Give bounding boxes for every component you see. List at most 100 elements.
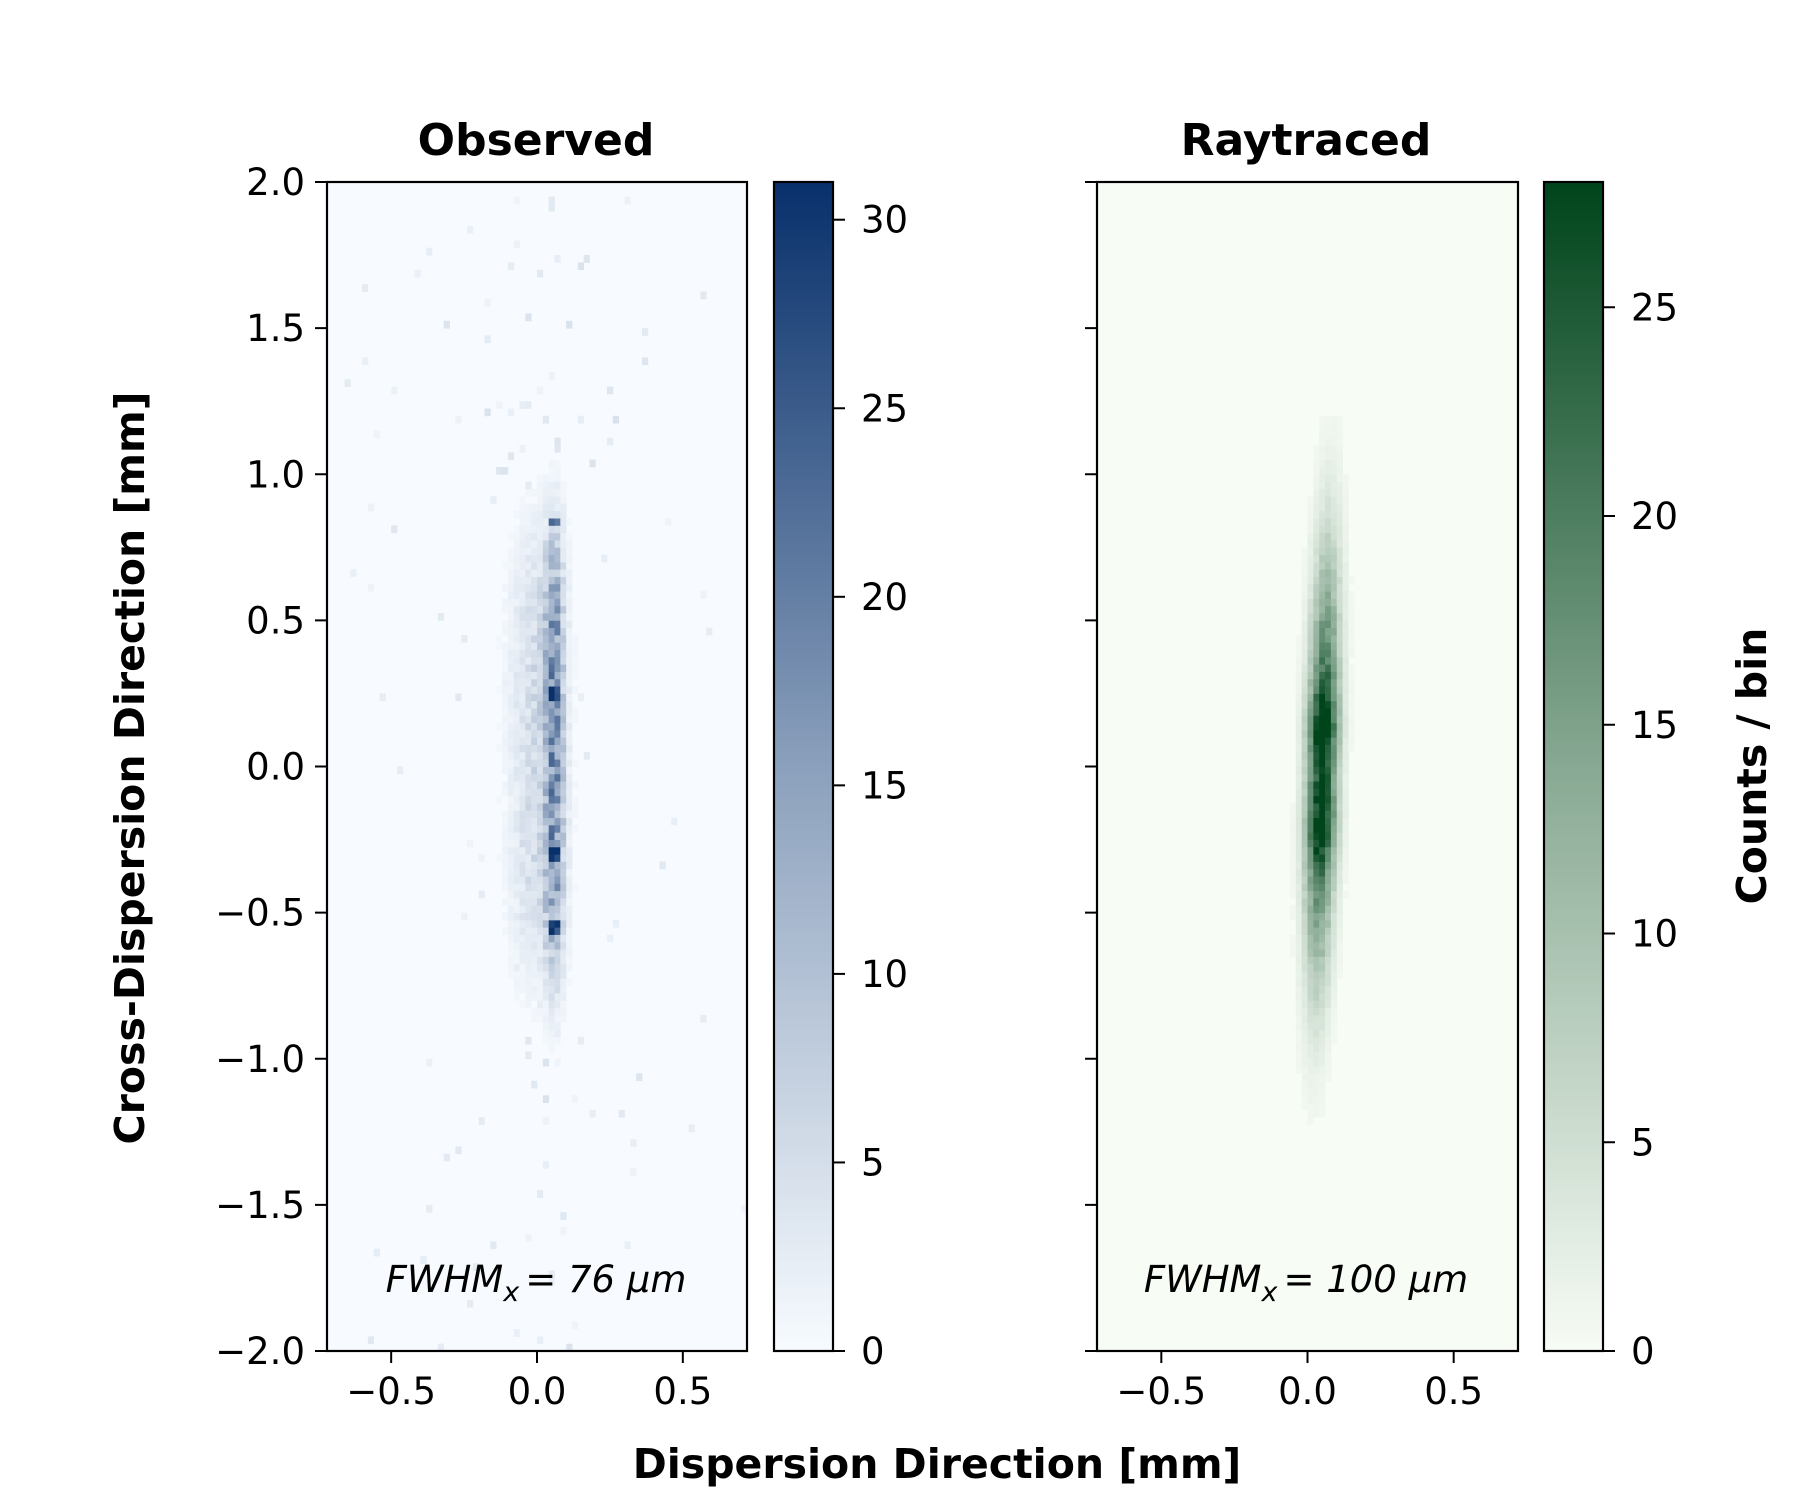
heatmap-cell <box>1336 715 1343 724</box>
heatmap-cell <box>1330 956 1338 965</box>
heatmap-cell <box>1313 649 1320 658</box>
heatmap-cell <box>1336 583 1343 592</box>
heatmap-cell <box>566 620 573 629</box>
heatmap-cell <box>1301 817 1308 826</box>
heatmap-cell <box>560 547 567 556</box>
heatmap-cell <box>1342 744 1349 753</box>
heatmap-cell <box>1313 510 1320 519</box>
heatmap-cell <box>1295 949 1303 957</box>
heatmap-cell <box>537 744 544 753</box>
heatmap-cell <box>542 671 550 680</box>
heatmap-cell <box>513 686 520 694</box>
heatmap-cell <box>560 525 567 534</box>
heatmap-cell <box>531 729 538 738</box>
heatmap-cell <box>507 803 515 811</box>
heatmap-cell <box>1313 927 1320 935</box>
heatmap-cell <box>560 883 567 892</box>
heatmap-cell <box>525 518 532 526</box>
heatmap-cell <box>1295 686 1303 694</box>
heatmap-cell <box>1342 766 1349 775</box>
heatmap-cell <box>548 788 555 797</box>
heatmap-cell <box>1307 569 1314 577</box>
heatmap-cell <box>1330 452 1338 461</box>
heatmap-cell <box>554 510 561 519</box>
heatmap-cell <box>531 576 538 585</box>
heatmap-cell <box>1330 693 1338 702</box>
heatmap-cell <box>1336 445 1343 453</box>
heatmap-cell <box>531 759 538 767</box>
heatmap-cell <box>688 1124 695 1133</box>
heatmap-cell <box>1342 788 1349 797</box>
heatmap-cell <box>1307 642 1314 650</box>
heatmap-cell <box>1325 1014 1332 1023</box>
heatmap-cell <box>566 722 573 731</box>
heatmap-cell <box>537 1190 544 1198</box>
heatmap-cell <box>1313 963 1320 972</box>
heatmap-cell <box>367 583 375 592</box>
heatmap-cell <box>513 912 520 921</box>
heatmap-cell <box>525 547 532 556</box>
heatmap-cell <box>537 978 544 987</box>
heatmap-cell <box>513 978 520 987</box>
heatmap-cell <box>1307 971 1314 979</box>
heatmap-cell <box>1319 992 1326 1001</box>
heatmap-cell <box>1325 678 1332 687</box>
heatmap-cell <box>548 700 555 709</box>
heatmap-cell <box>1307 1066 1314 1074</box>
heatmap-cell <box>542 876 550 884</box>
heatmap-cell <box>525 839 532 848</box>
heatmap-cell <box>1325 729 1332 738</box>
heatmap-cell <box>1319 781 1326 789</box>
heatmap-cell <box>1301 1022 1308 1030</box>
heatmap-cell <box>1319 941 1326 950</box>
heatmap-cell <box>1295 971 1303 979</box>
heatmap-cell <box>1342 496 1349 504</box>
heatmap-cell <box>542 846 550 855</box>
heatmap-cell <box>519 759 526 767</box>
heatmap-cell <box>700 591 707 599</box>
heatmap-cell <box>507 583 515 592</box>
heatmap-cell <box>542 503 550 512</box>
heatmap-cell <box>537 583 544 592</box>
heatmap-cell <box>1336 912 1343 921</box>
heatmap-cell <box>548 751 555 760</box>
heatmap-cell <box>507 854 515 862</box>
heatmap-cell <box>1307 751 1314 760</box>
heatmap-cell <box>519 927 526 935</box>
heatmap-cell <box>507 634 515 643</box>
heatmap-cell <box>531 583 538 592</box>
heatmap-cell <box>1330 803 1338 811</box>
x-tick-label: −0.5 <box>346 1370 436 1413</box>
heatmap-cell <box>1307 671 1314 680</box>
heatmap-cell <box>542 839 550 848</box>
heatmap-cell <box>566 927 573 935</box>
heatmap-cell <box>542 788 550 797</box>
heatmap-cell <box>1295 963 1303 972</box>
y-tick-label: −1.5 <box>215 1184 305 1227</box>
heatmap-cell <box>560 803 567 811</box>
heatmap-cell <box>525 313 532 322</box>
heatmap-cell <box>537 715 544 724</box>
heatmap-cell <box>519 642 526 650</box>
colorbar-tick-label: 20 <box>1631 495 1678 538</box>
heatmap-cell <box>519 656 526 665</box>
heatmap-cell <box>560 664 567 672</box>
heatmap-cell <box>1325 708 1332 716</box>
heatmap-cell <box>1319 1058 1326 1067</box>
heatmap-cell <box>1325 963 1332 972</box>
heatmap-cell <box>507 898 515 906</box>
heatmap-cell <box>1319 671 1326 680</box>
heatmap-cell <box>1313 1066 1320 1074</box>
heatmap-cell <box>1301 591 1308 599</box>
heatmap-cell <box>1289 824 1297 833</box>
heatmap-cell <box>531 876 538 884</box>
heatmap-cell <box>554 627 561 636</box>
heatmap-cell <box>519 817 526 826</box>
heatmap-cell <box>531 1014 538 1023</box>
heatmap-cell <box>560 949 567 957</box>
y-tick-label: −0.5 <box>215 892 305 935</box>
colorbar-tick-label: 25 <box>1631 286 1678 329</box>
heatmap-cell <box>507 941 515 950</box>
heatmap-cell <box>1301 810 1308 819</box>
heatmap-cell <box>531 554 538 563</box>
